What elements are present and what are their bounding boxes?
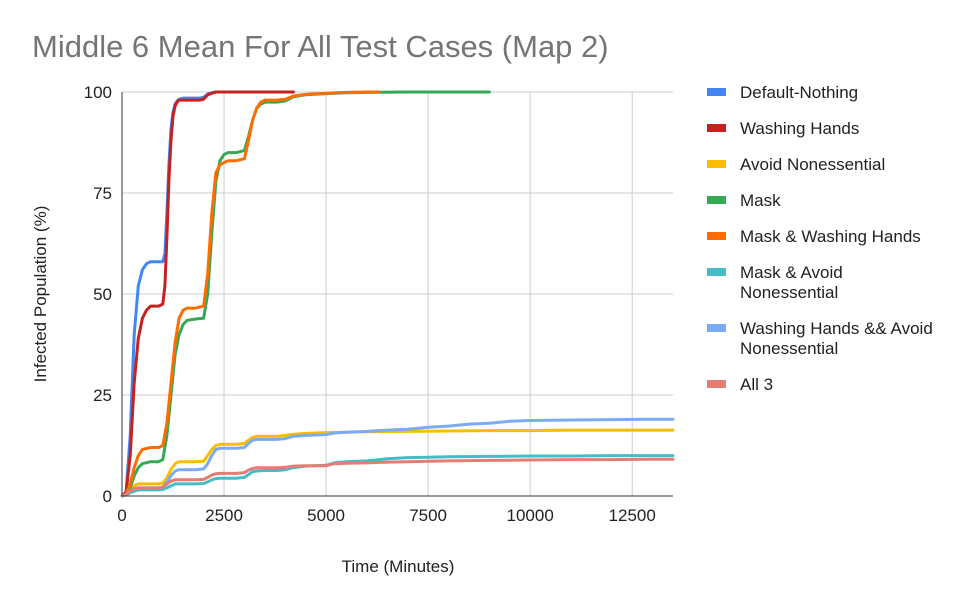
legend: Default-Nothing Washing Hands Avoid Noness… — [707, 83, 933, 394]
series-line-avoid-nonessential — [120, 428, 675, 498]
series-line-all-3 — [120, 457, 675, 498]
legend-swatch — [707, 124, 726, 132]
y-tick-label: 0 — [103, 487, 112, 506]
legend-swatch — [707, 268, 726, 276]
x-axis-label: Time (Minutes) — [342, 557, 455, 576]
legend-item-mask: Mask — [707, 191, 781, 210]
legend-swatch — [707, 324, 726, 332]
legend-item-default-nothing: Default-Nothing — [707, 83, 858, 102]
x-tick-label: 2500 — [205, 506, 243, 525]
tick-labels: 0 25 50 75 100 0 2500 5000 7500 10000 12500 — [84, 83, 656, 525]
series-line-washing-hands — [120, 90, 295, 498]
legend-item-mask-washing-hands: Mask & Washing Hands — [707, 227, 921, 246]
legend-swatch — [707, 160, 726, 168]
y-axis-label: Infected Population (%) — [31, 206, 50, 383]
legend-label: Default-Nothing — [740, 83, 858, 102]
legend-swatch — [707, 380, 726, 388]
legend-item-washing-hands-avoid-nonessential: Washing Hands && Avoid Nonessential — [707, 319, 933, 358]
x-tick-label: 12500 — [609, 506, 656, 525]
y-tick-label: 75 — [93, 184, 112, 203]
chart-title: Middle 6 Mean For All Test Cases (Map 2) — [32, 29, 609, 64]
y-tick-label: 100 — [84, 83, 112, 102]
legend-label: All 3 — [740, 375, 773, 394]
legend-label: Mask & Washing Hands — [740, 227, 921, 246]
legend-label: Mask — [740, 191, 781, 210]
legend-item-washing-hands: Washing Hands — [707, 119, 859, 138]
legend-label: Mask & Avoid Nonessential — [740, 263, 843, 302]
legend-item-mask-avoid-nonessential: Mask & Avoid Nonessential — [707, 263, 843, 302]
x-tick-label: 7500 — [409, 506, 447, 525]
series-lines — [120, 90, 675, 498]
legend-label: Washing Hands — [740, 119, 859, 138]
legend-swatch — [707, 232, 726, 240]
y-tick-label: 25 — [93, 386, 112, 405]
legend-swatch — [707, 196, 726, 204]
legend-item-all-3: All 3 — [707, 375, 773, 394]
series-line-mask-avoid-nonessential — [120, 454, 675, 498]
x-tick-label: 10000 — [507, 506, 554, 525]
legend-swatch — [707, 88, 726, 96]
x-tick-label: 5000 — [307, 506, 345, 525]
y-tick-label: 50 — [93, 285, 112, 304]
legend-label: Washing Hands && Avoid Nonessential — [740, 319, 933, 358]
series-line-mask-washing-hands — [120, 90, 381, 498]
legend-item-avoid-nonessential: Avoid Nonessential — [707, 155, 885, 174]
x-tick-label: 0 — [117, 506, 126, 525]
legend-label: Avoid Nonessential — [740, 155, 885, 174]
axes — [121, 92, 673, 497]
